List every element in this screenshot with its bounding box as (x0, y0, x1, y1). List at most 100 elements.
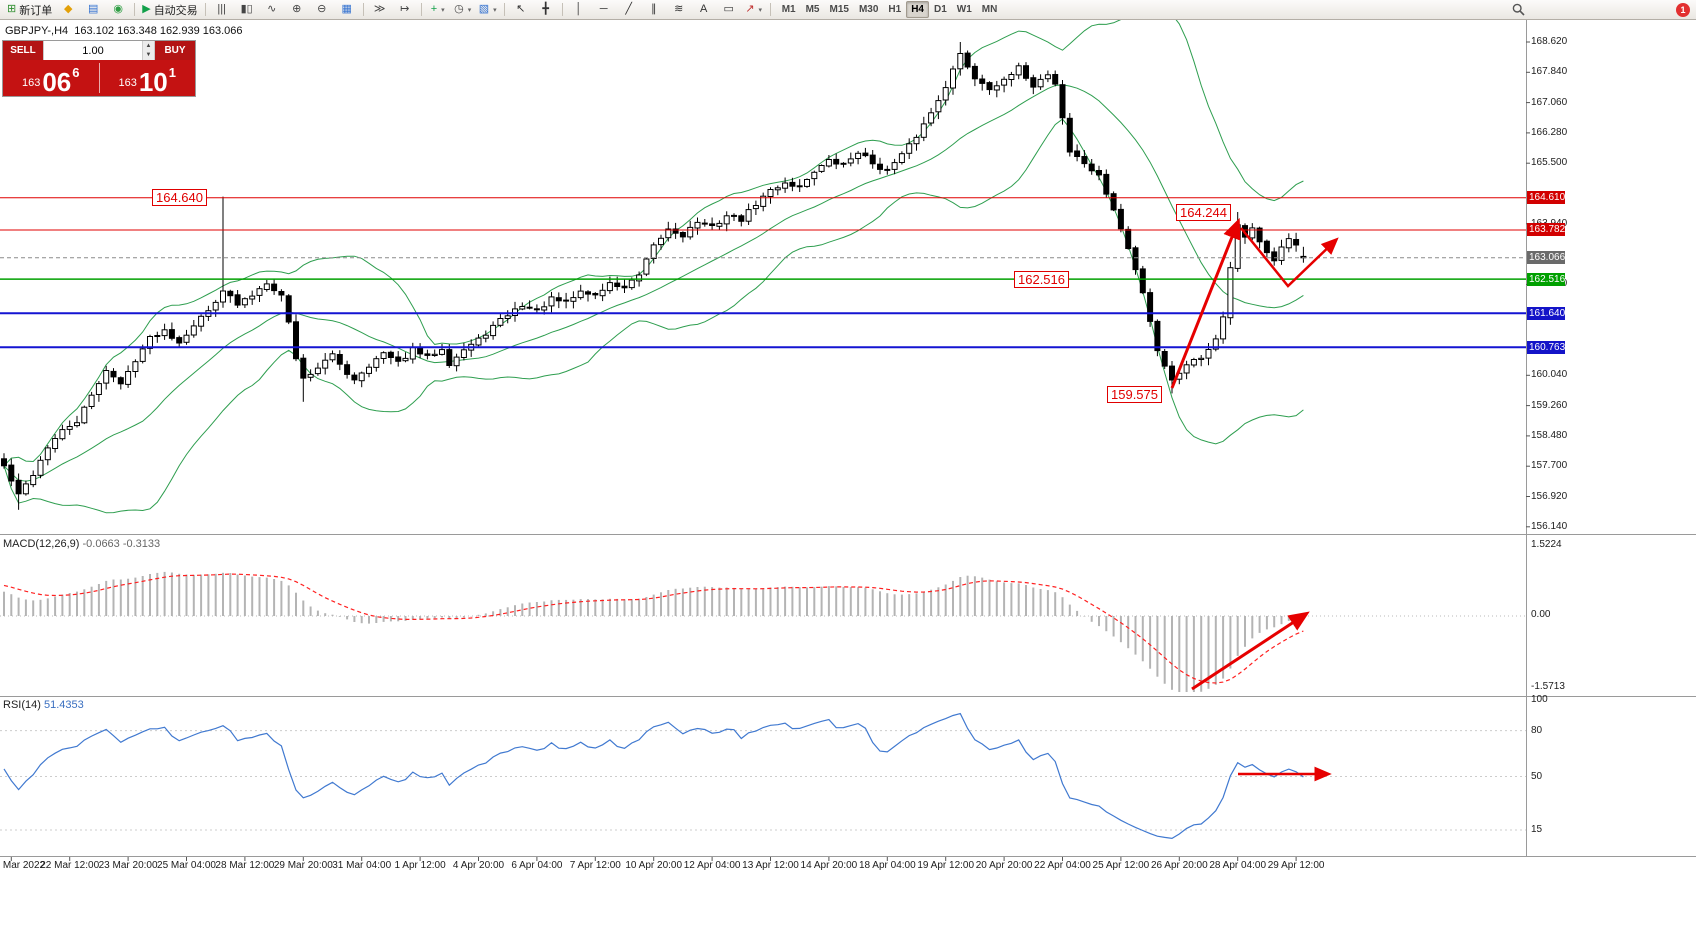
chart-shift-icon[interactable]: ↦ (393, 1, 417, 18)
timeframe-m15[interactable]: M15 (829, 4, 849, 15)
horizontal-line-icon[interactable]: ─ (592, 1, 616, 18)
macd-histogram (3, 571, 1305, 692)
volume-spinner: ▲ ▼ (142, 41, 154, 60)
auto-scroll-icon[interactable]: ≫ (368, 1, 392, 18)
tile-windows-icon-glyph: ▦ (341, 3, 352, 15)
macd-label: MACD(12,26,9) -0.0663 -0.3133 (3, 538, 160, 550)
macd-signal-line (3, 573, 1304, 684)
volume-increase-button[interactable]: ▲ (143, 41, 154, 51)
periods-icon[interactable]: ◷ ▾ (451, 1, 475, 18)
sell-price-big: 06 (42, 66, 72, 97)
text-icon[interactable]: A (692, 1, 716, 18)
rsi-levels (0, 730, 1526, 831)
arrows-icon[interactable]: ↗ ▾ (742, 1, 766, 18)
chevron-down-icon: ▾ (467, 6, 472, 14)
bars-chart-icon[interactable]: ||| (210, 1, 234, 18)
buy-button[interactable]: BUY (155, 41, 195, 60)
zoom-in-icon[interactable]: ⊕ (285, 1, 309, 18)
panel-separators (0, 20, 1696, 857)
toolbar-separator (769, 3, 771, 16)
candles-chart-icon[interactable]: ▮▯ (235, 1, 259, 18)
price-axis-ticks (1526, 41, 1530, 528)
market-watch-icon-glyph: ▤ (88, 3, 99, 15)
chart-shift-icon-glyph: ↦ (400, 3, 410, 15)
toolbar-separator (561, 3, 563, 16)
time-axis-ticks (10, 857, 1297, 861)
timeframe-h4[interactable]: H4 (906, 1, 929, 18)
autotrading-button-label: 自动交易 (153, 4, 198, 17)
timeframe-d1[interactable]: D1 (934, 4, 947, 15)
notification-badge[interactable]: 1 (1676, 2, 1690, 17)
sell-button[interactable]: SELL (3, 41, 43, 60)
volume-input[interactable] (44, 41, 154, 60)
cursor-icon[interactable]: ↖ (509, 1, 533, 18)
timeframe-w1[interactable]: W1 (956, 4, 972, 15)
timeframe-m30[interactable]: M30 (858, 4, 879, 15)
timeframe-m1[interactable]: M1 (781, 4, 796, 15)
timeframe-h1[interactable]: H1 (888, 4, 902, 15)
vertical-line-icon[interactable]: │ (567, 1, 591, 18)
symbol-info: GBPJPY-,H4 163.102 163.348 162.939 163.0… (5, 25, 243, 37)
horizontal-line-icon-glyph: ─ (599, 3, 608, 15)
tile-windows-icon[interactable]: ▦ (335, 1, 359, 18)
timeframe-m5[interactable]: M5 (805, 4, 820, 15)
text-icon-glyph: A (700, 3, 708, 15)
chevron-down-icon: ▾ (758, 6, 763, 14)
sell-price-pip: 6 (72, 65, 80, 80)
buy-price[interactable]: 163 10 1 (100, 60, 196, 96)
toolbar-right: 1 (1506, 1, 1692, 18)
fibonacci-icon-glyph: ≋ (674, 3, 684, 15)
templates-icon-glyph: ▧ (478, 3, 490, 15)
toolbar-separator (204, 3, 206, 16)
zoom-out-icon-glyph: ⊖ (317, 3, 327, 15)
autotrading-button[interactable]: ▶ 自动交易 (139, 1, 200, 18)
horizontal-lines (0, 197, 1526, 349)
trade-widget-prices: 163 06 6 163 10 1 (3, 60, 195, 96)
crosshair-icon[interactable]: ╋ (534, 1, 558, 18)
alert-icon-glyph: ◆ (63, 3, 73, 15)
toolbar-separator (362, 3, 364, 16)
auto-scroll-icon-glyph: ≫ (373, 3, 386, 15)
data-window-icon[interactable]: ◉ (106, 1, 130, 18)
new-order-button[interactable]: ⊞ 新订单 (4, 1, 55, 18)
fibonacci-icon[interactable]: ≋ (667, 1, 691, 18)
market-watch-icon[interactable]: ▤ (81, 1, 105, 18)
alert-icon[interactable]: ◆ (56, 1, 80, 18)
volume-decrease-button[interactable]: ▼ (143, 50, 154, 60)
search-button[interactable] (1506, 1, 1530, 18)
data-window-icon-glyph: ◉ (113, 3, 124, 15)
rsi-title: RSI(14) (3, 699, 41, 711)
volume-field-wrap: ▲ ▼ (43, 41, 155, 60)
rsi-value: 51.4353 (43, 699, 84, 711)
trend-arrows (1170, 217, 1339, 782)
sell-price-prefix: 163 (21, 77, 41, 89)
trade-widget-row-top: SELL ▲ ▼ BUY (3, 41, 195, 60)
indicators-icon[interactable]: + ▾ (426, 1, 450, 18)
timeframe-mn[interactable]: MN (981, 4, 998, 15)
line-chart-icon-glyph: ∿ (267, 3, 277, 15)
vertical-line-icon-glyph: │ (575, 3, 583, 15)
macd-values: -0.0663 -0.3133 (82, 538, 161, 550)
zoom-out-icon[interactable]: ⊖ (310, 1, 334, 18)
label-icon[interactable]: ▭ (717, 1, 741, 18)
new-order-glyph: ⊞ (7, 3, 17, 15)
macd-title: MACD(12,26,9) (3, 538, 80, 550)
toolbar-items: ⊞ 新订单 ◆ ▤ ◉ ▶ 自动交易 ||| ▮▯ ∿ ⊕ ⊖ ▦ ≫ ↦ + ▾ ◷ ▾ ▧ ▾ ↖ ╋ │ ─ ╱ ∥ ≋ A ▭ ↗ ▾ (4, 1, 774, 18)
periods-icon-glyph: ◷ (454, 3, 464, 15)
arrows-icon-glyph: ↗ (745, 3, 755, 15)
new-order-button-label: 新订单 (19, 4, 53, 17)
sell-price[interactable]: 163 06 6 (3, 60, 99, 96)
channel-icon-glyph: ∥ (650, 3, 657, 15)
trendline-icon[interactable]: ╱ (617, 1, 641, 18)
candles-chart-icon-glyph: ▮▯ (240, 3, 253, 15)
zoom-in-icon-glyph: ⊕ (292, 3, 302, 15)
toolbar: ⊞ 新订单 ◆ ▤ ◉ ▶ 自动交易 ||| ▮▯ ∿ ⊕ ⊖ ▦ ≫ ↦ + ▾ ◷ ▾ ▧ ▾ ↖ ╋ │ ─ ╱ ∥ ≋ A ▭ ↗ ▾… (0, 0, 1696, 20)
templates-icon[interactable]: ▧ ▾ (476, 1, 500, 18)
buy-price-pip: 1 (168, 65, 176, 80)
price-divider (98, 63, 100, 93)
timeframe-group: M1 M5 M15 M30 H1 H4 D1 W1 MN (777, 1, 1003, 18)
channel-icon[interactable]: ∥ (642, 1, 666, 18)
line-chart-icon[interactable]: ∿ (260, 1, 284, 18)
